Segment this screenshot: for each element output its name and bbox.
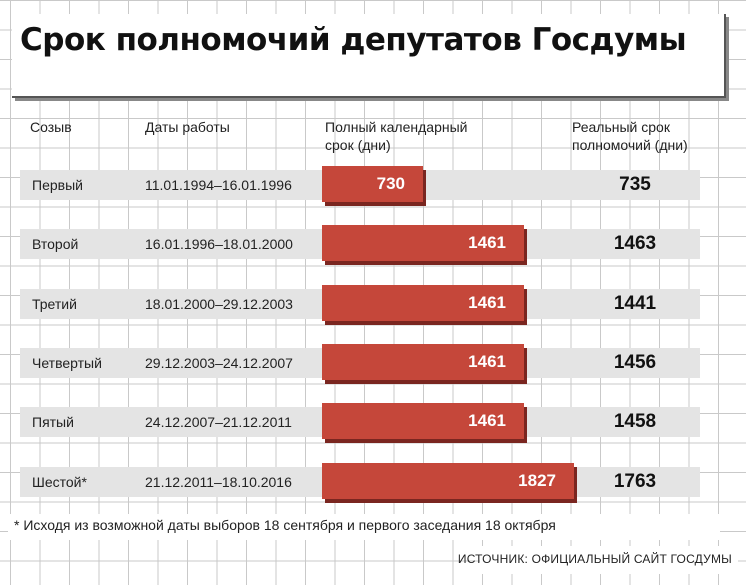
real-term-value: 1763: [613, 471, 657, 492]
calendar-term-value: 1461: [468, 411, 506, 430]
calendar-term-value: 730: [376, 174, 405, 193]
header-real-line2: полномочий (дни): [572, 137, 688, 153]
header-dates: Даты работы: [145, 119, 230, 135]
chart-title: Срок полномочий депутатов Госдумы: [20, 22, 687, 58]
real-term-value: 1456: [613, 352, 657, 373]
calendar-term-value: 1827: [518, 471, 556, 490]
calendar-term-value: 1461: [468, 352, 506, 371]
header-calendar-term: Полный календарный срок (дни): [325, 118, 467, 154]
calendar-term-bar: 1461: [322, 285, 524, 321]
convocation-label: Второй: [32, 236, 79, 252]
convocation-label: Шестой*: [32, 474, 87, 490]
real-term-value: 1458: [613, 411, 657, 432]
header-convocation: Созыв: [30, 119, 72, 135]
convocation-label: Первый: [32, 177, 83, 193]
source-note: ИСТОЧНИК: ОФИЦИАЛЬНЫЙ САЙТ ГОСДУМЫ: [457, 552, 732, 566]
title-panel: [12, 14, 726, 98]
convocation-label: Пятый: [32, 414, 74, 430]
header-real-term: Реальный срок полномочий (дни): [572, 118, 688, 154]
calendar-term-value: 1461: [468, 233, 506, 252]
dates-label: 29.12.2003–24.12.2007: [145, 355, 293, 371]
dates-label: 24.12.2007–21.12.2011: [145, 414, 292, 430]
real-term-value: 1463: [613, 233, 657, 254]
header-real-line1: Реальный срок: [572, 119, 670, 135]
source-panel: [480, 546, 738, 574]
calendar-term-value: 1461: [468, 293, 506, 312]
calendar-term-bar: 1827: [322, 463, 574, 499]
calendar-term-bar: 1461: [322, 344, 524, 380]
header-calendar-line1: Полный календарный: [325, 119, 468, 135]
dates-label: 18.01.2000–29.12.2003: [145, 296, 293, 312]
calendar-term-bar: 1461: [322, 403, 524, 439]
dates-label: 11.01.1994–16.01.1996: [145, 177, 292, 193]
real-term-value: 735: [619, 174, 651, 195]
convocation-label: Четвертый: [32, 355, 102, 371]
convocation-label: Третий: [32, 296, 77, 312]
dates-label: 16.01.1996–18.01.2000: [145, 236, 293, 252]
dates-label: 21.12.2011–18.10.2016: [145, 474, 292, 490]
footnote: * Исходя из возможной даты выборов 18 се…: [14, 517, 556, 533]
real-term-value: 1441: [613, 293, 657, 314]
calendar-term-bar: 1461: [322, 225, 524, 261]
calendar-term-bar: 730: [322, 166, 423, 202]
header-calendar-line2: срок (дни): [325, 137, 391, 153]
footnote-panel: [8, 514, 720, 540]
